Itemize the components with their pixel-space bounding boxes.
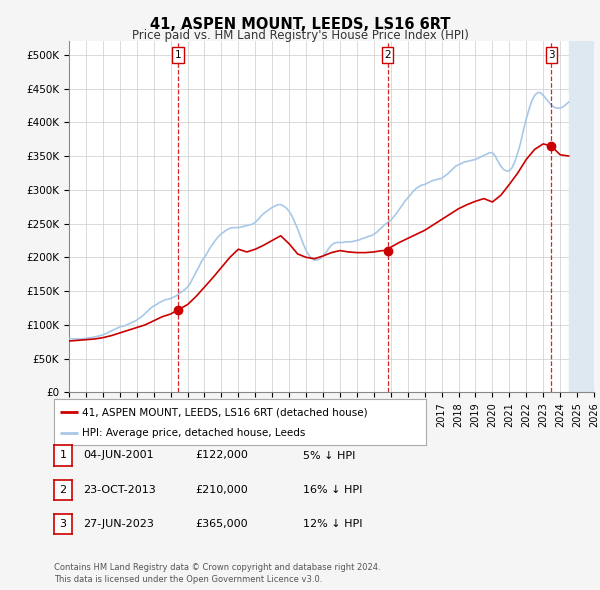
Text: 41, ASPEN MOUNT, LEEDS, LS16 6RT (detached house): 41, ASPEN MOUNT, LEEDS, LS16 6RT (detach… [82,407,368,417]
Text: 2: 2 [384,50,391,60]
Text: 04-JUN-2001: 04-JUN-2001 [83,451,154,460]
Text: 41, ASPEN MOUNT, LEEDS, LS16 6RT: 41, ASPEN MOUNT, LEEDS, LS16 6RT [150,17,450,31]
Text: 1: 1 [59,451,67,460]
Text: 2: 2 [59,485,67,494]
Text: 5% ↓ HPI: 5% ↓ HPI [303,451,355,460]
Text: 27-JUN-2023: 27-JUN-2023 [83,519,154,529]
Text: 23-OCT-2013: 23-OCT-2013 [83,485,155,494]
Text: 3: 3 [548,50,555,60]
Text: 1: 1 [175,50,181,60]
Text: HPI: Average price, detached house, Leeds: HPI: Average price, detached house, Leed… [82,428,305,438]
Text: Price paid vs. HM Land Registry's House Price Index (HPI): Price paid vs. HM Land Registry's House … [131,30,469,42]
Text: 16% ↓ HPI: 16% ↓ HPI [303,485,362,494]
Text: 3: 3 [59,519,67,529]
Text: £365,000: £365,000 [195,519,248,529]
Text: £122,000: £122,000 [195,451,248,460]
Text: £210,000: £210,000 [195,485,248,494]
Text: 12% ↓ HPI: 12% ↓ HPI [303,519,362,529]
Text: Contains HM Land Registry data © Crown copyright and database right 2024.
This d: Contains HM Land Registry data © Crown c… [54,563,380,584]
Bar [569,41,598,392]
